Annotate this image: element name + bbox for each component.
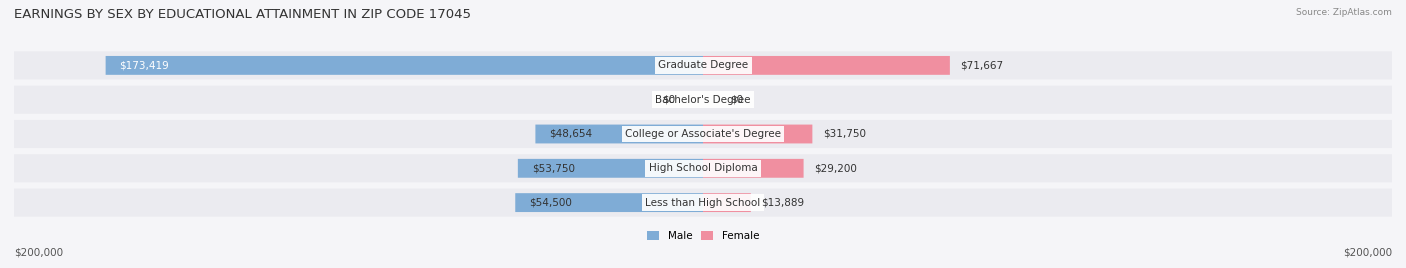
Text: Source: ZipAtlas.com: Source: ZipAtlas.com <box>1296 8 1392 17</box>
FancyBboxPatch shape <box>105 56 703 75</box>
Text: $31,750: $31,750 <box>823 129 866 139</box>
FancyBboxPatch shape <box>517 159 703 178</box>
Text: EARNINGS BY SEX BY EDUCATIONAL ATTAINMENT IN ZIP CODE 17045: EARNINGS BY SEX BY EDUCATIONAL ATTAINMEN… <box>14 8 471 21</box>
FancyBboxPatch shape <box>703 56 950 75</box>
Text: $13,889: $13,889 <box>761 198 804 208</box>
Text: $29,200: $29,200 <box>814 163 856 173</box>
Text: High School Diploma: High School Diploma <box>648 163 758 173</box>
FancyBboxPatch shape <box>14 86 1392 114</box>
Text: $200,000: $200,000 <box>1343 247 1392 257</box>
Text: Graduate Degree: Graduate Degree <box>658 60 748 70</box>
FancyBboxPatch shape <box>14 154 1392 182</box>
Text: Bachelor's Degree: Bachelor's Degree <box>655 95 751 105</box>
FancyBboxPatch shape <box>536 125 703 143</box>
Text: $200,000: $200,000 <box>14 247 63 257</box>
Legend: Male, Female: Male, Female <box>643 227 763 245</box>
Text: $71,667: $71,667 <box>960 60 1004 70</box>
Text: $173,419: $173,419 <box>120 60 169 70</box>
FancyBboxPatch shape <box>14 189 1392 217</box>
FancyBboxPatch shape <box>703 125 813 143</box>
Text: $54,500: $54,500 <box>529 198 572 208</box>
FancyBboxPatch shape <box>703 193 751 212</box>
Text: Less than High School: Less than High School <box>645 198 761 208</box>
FancyBboxPatch shape <box>515 193 703 212</box>
Text: $53,750: $53,750 <box>531 163 575 173</box>
FancyBboxPatch shape <box>703 159 804 178</box>
FancyBboxPatch shape <box>14 120 1392 148</box>
Text: College or Associate's Degree: College or Associate's Degree <box>626 129 780 139</box>
FancyBboxPatch shape <box>14 51 1392 79</box>
Text: $0: $0 <box>731 95 744 105</box>
Text: $0: $0 <box>662 95 675 105</box>
Text: $48,654: $48,654 <box>550 129 592 139</box>
